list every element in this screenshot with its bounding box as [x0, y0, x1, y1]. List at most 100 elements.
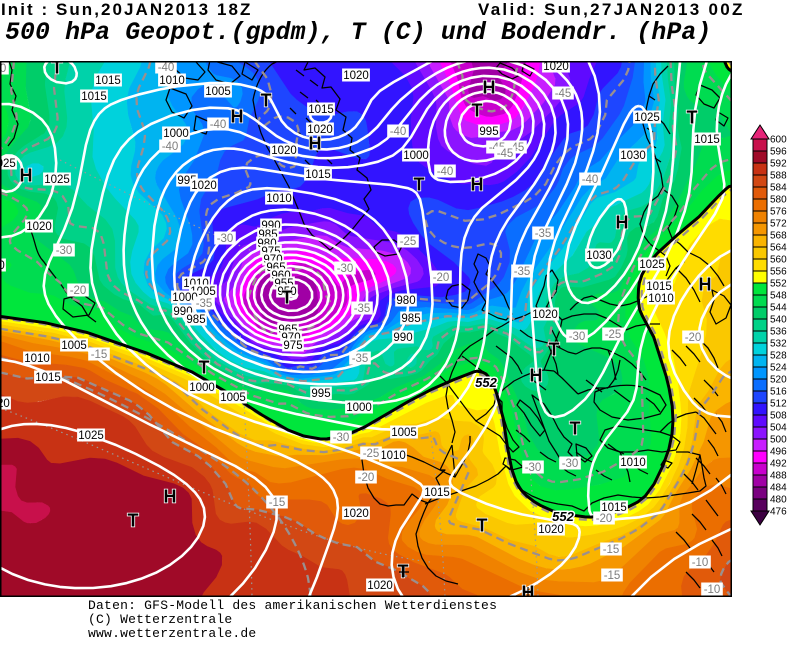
svg-text:1020: 1020	[538, 524, 564, 536]
svg-text:1015: 1015	[424, 487, 450, 499]
svg-text:-30: -30	[337, 263, 354, 275]
svg-text:1020: 1020	[343, 70, 369, 82]
svg-text:T: T	[570, 419, 581, 439]
svg-text:1010: 1010	[620, 457, 646, 469]
svg-text:508: 508	[770, 411, 787, 422]
svg-text:1010: 1010	[648, 293, 674, 305]
svg-text:T: T	[261, 91, 272, 111]
svg-text:H: H	[164, 487, 177, 507]
svg-text:600: 600	[770, 135, 787, 146]
svg-text:-15: -15	[603, 544, 620, 556]
svg-text:1015: 1015	[694, 134, 720, 146]
svg-text:540: 540	[770, 315, 787, 326]
svg-text:1015: 1015	[305, 169, 331, 181]
svg-text:H: H	[309, 134, 322, 154]
svg-text:-40: -40	[210, 119, 227, 131]
svg-text:596: 596	[770, 147, 787, 158]
svg-text:1000: 1000	[172, 292, 198, 304]
svg-text:990: 990	[393, 332, 412, 344]
svg-text:1025: 1025	[639, 259, 665, 271]
svg-text:-35: -35	[352, 353, 369, 365]
svg-text:1020: 1020	[271, 145, 297, 157]
svg-text:995: 995	[311, 388, 330, 400]
svg-text:484: 484	[770, 483, 787, 494]
svg-text:1010: 1010	[159, 75, 185, 87]
svg-text:1015: 1015	[95, 75, 121, 87]
svg-text:-10: -10	[692, 557, 709, 569]
svg-text:1000: 1000	[0, 260, 5, 272]
svg-text:1020: 1020	[0, 398, 10, 410]
svg-text:1005: 1005	[391, 427, 417, 439]
svg-text:528: 528	[770, 351, 787, 362]
svg-text:-20: -20	[596, 513, 613, 525]
svg-text:-10: -10	[704, 584, 721, 596]
svg-text:-40: -40	[158, 62, 175, 74]
svg-text:572: 572	[770, 219, 787, 230]
svg-text:552: 552	[475, 375, 497, 390]
svg-text:-35: -35	[354, 303, 371, 315]
svg-text:T: T	[549, 340, 560, 360]
svg-text:H: H	[616, 213, 629, 233]
svg-text:1025: 1025	[78, 430, 104, 442]
svg-text:1025: 1025	[634, 112, 660, 124]
svg-text:1005: 1005	[205, 86, 231, 98]
svg-text:496: 496	[770, 447, 787, 458]
svg-text:T: T	[472, 101, 483, 121]
svg-text:476: 476	[770, 507, 787, 518]
svg-text:524: 524	[770, 363, 787, 374]
svg-text:1030: 1030	[586, 250, 612, 262]
svg-text:504: 504	[770, 423, 787, 434]
svg-text:995: 995	[479, 126, 498, 138]
svg-text:H: H	[699, 275, 712, 295]
svg-text:-15: -15	[604, 570, 621, 582]
svg-text:1025: 1025	[0, 158, 16, 170]
svg-text:-35: -35	[535, 228, 552, 240]
svg-text:1020: 1020	[26, 221, 52, 233]
svg-text:1015: 1015	[35, 372, 61, 384]
svg-text:-30: -30	[562, 458, 579, 470]
svg-text:-25: -25	[605, 329, 622, 341]
svg-text:1000: 1000	[189, 382, 215, 394]
svg-text:H: H	[231, 107, 244, 127]
svg-text:1030: 1030	[620, 150, 646, 162]
svg-text:1020: 1020	[367, 580, 393, 592]
svg-text:985: 985	[401, 313, 420, 325]
svg-text:544: 544	[770, 303, 787, 314]
svg-text:1025: 1025	[44, 174, 70, 186]
svg-text:985: 985	[186, 314, 205, 326]
svg-text:1015: 1015	[308, 104, 334, 116]
svg-text:-20: -20	[433, 272, 450, 284]
svg-text:H: H	[483, 78, 496, 98]
svg-text:-40: -40	[437, 166, 454, 178]
svg-text:-15: -15	[91, 349, 108, 361]
svg-text:552: 552	[770, 279, 787, 290]
svg-text:588: 588	[770, 171, 787, 182]
svg-text:H: H	[471, 175, 484, 195]
svg-text:516: 516	[770, 387, 787, 398]
svg-text:-20: -20	[358, 472, 375, 484]
svg-text:548: 548	[770, 291, 787, 302]
svg-text:-25: -25	[363, 448, 380, 460]
svg-text:536: 536	[770, 327, 787, 338]
svg-text:H: H	[20, 166, 33, 186]
svg-text:980: 980	[396, 295, 415, 307]
svg-text:1015: 1015	[646, 281, 672, 293]
svg-text:1020: 1020	[532, 309, 558, 321]
svg-text:1010: 1010	[24, 353, 50, 365]
svg-text:-40: -40	[0, 63, 6, 75]
svg-text:-35: -35	[196, 298, 213, 310]
svg-text:1020: 1020	[307, 124, 333, 136]
svg-text:1005: 1005	[220, 392, 246, 404]
svg-text:T: T	[477, 516, 488, 536]
svg-text:560: 560	[770, 255, 787, 266]
svg-text:H: H	[530, 366, 543, 386]
svg-text:-15: -15	[269, 497, 286, 509]
svg-text:1020: 1020	[543, 61, 569, 73]
svg-text:532: 532	[770, 339, 787, 350]
svg-text:-30: -30	[569, 331, 586, 343]
svg-text:1020: 1020	[191, 180, 217, 192]
svg-text:1000: 1000	[346, 402, 372, 414]
svg-text:T: T	[687, 108, 698, 128]
svg-text:-20: -20	[685, 332, 702, 344]
svg-text:576: 576	[770, 207, 787, 218]
